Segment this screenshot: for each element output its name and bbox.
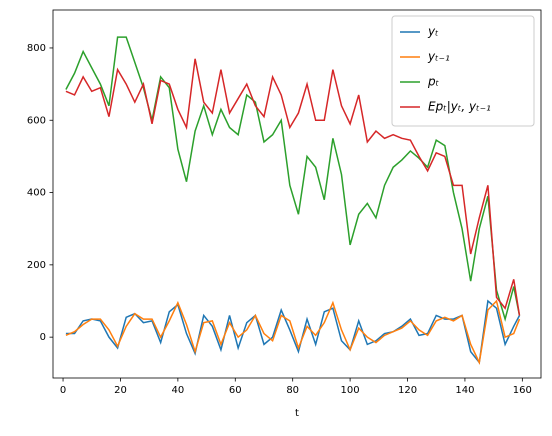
x-tick-label: 120	[398, 385, 417, 396]
y-tick-label: 200	[27, 260, 46, 271]
legend-label: pₜ	[427, 75, 440, 89]
y-tick-label: 400	[27, 188, 46, 199]
y-tick-label: 800	[27, 43, 46, 54]
x-tick-label: 100	[341, 385, 360, 396]
x-tick-label: 0	[60, 385, 66, 396]
series-line	[65, 36, 521, 322]
x-tick-label: 20	[114, 385, 127, 396]
y-tick-label: 600	[27, 115, 46, 126]
legend-label: Epₜ|yₜ, yₜ₋₁	[428, 100, 491, 114]
y-tick-label: 0	[40, 332, 46, 343]
x-tick-label: 160	[513, 385, 532, 396]
x-tick-label: 40	[172, 385, 185, 396]
series-line	[65, 299, 521, 365]
series-line	[65, 299, 521, 365]
legend-label: yₜ	[427, 25, 439, 39]
x-axis-label: t	[295, 408, 299, 419]
x-tick-label: 140	[455, 385, 474, 396]
series-line	[65, 58, 521, 316]
x-tick-label: 60	[229, 385, 242, 396]
legend-box	[391, 15, 535, 127]
legend-label: yₜ₋₁	[427, 50, 450, 64]
x-tick-label: 80	[286, 385, 299, 396]
plot-frame	[52, 9, 542, 379]
